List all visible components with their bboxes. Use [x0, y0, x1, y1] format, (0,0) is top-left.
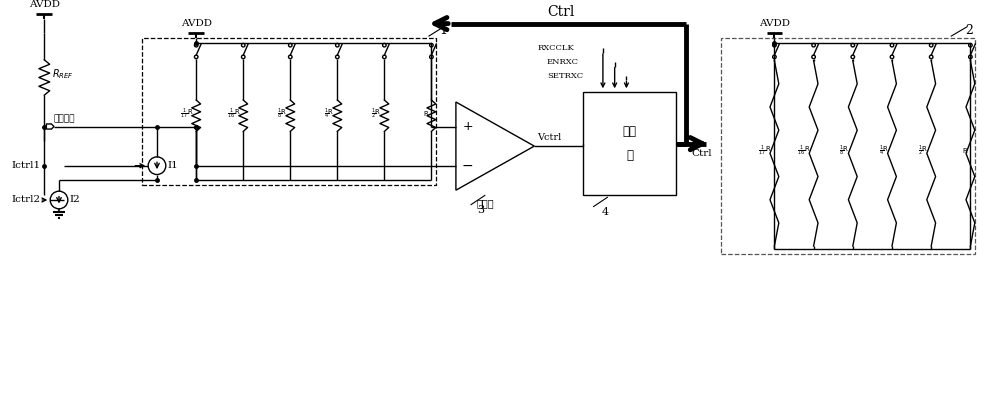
Bar — [583, 92, 676, 195]
Text: $\frac{1}{17}$R: $\frac{1}{17}$R — [758, 144, 771, 158]
Text: $\frac{1}{2}$R: $\frac{1}{2}$R — [918, 144, 928, 158]
Text: I1: I1 — [168, 161, 179, 170]
Text: $\frac{1}{4}$R: $\frac{1}{4}$R — [324, 107, 334, 121]
Text: 2: 2 — [966, 24, 973, 37]
Text: SETRXC: SETRXC — [548, 72, 584, 80]
Text: 状态: 状态 — [623, 125, 637, 138]
Text: AVDD: AVDD — [759, 20, 790, 28]
Text: 机: 机 — [626, 149, 633, 162]
Text: $\frac{1}{2}$R: $\frac{1}{2}$R — [371, 107, 381, 121]
Text: $\frac{1}{4}$R: $\frac{1}{4}$R — [879, 144, 889, 158]
Text: −: − — [462, 159, 473, 173]
Text: AVDD: AVDD — [29, 0, 60, 9]
Text: $\frac{1}{16}$R: $\frac{1}{16}$R — [797, 144, 811, 158]
Text: 封装引脚: 封装引脚 — [53, 114, 75, 123]
Text: $\frac{1}{17}$R: $\frac{1}{17}$R — [180, 107, 193, 121]
Text: $\frac{1}{8}$R: $\frac{1}{8}$R — [839, 144, 850, 158]
Text: Ictrl1: Ictrl1 — [12, 161, 41, 170]
Bar — [720, 38, 975, 254]
Text: Ctrl: Ctrl — [548, 5, 575, 19]
Text: ENRXC: ENRXC — [547, 58, 579, 66]
Text: 比较器: 比较器 — [476, 198, 494, 208]
Text: +: + — [462, 120, 473, 133]
Bar — [142, 38, 436, 185]
Text: R: R — [963, 148, 967, 154]
Text: 3: 3 — [477, 205, 484, 215]
Text: Ctrl: Ctrl — [691, 148, 712, 158]
Text: 4: 4 — [601, 207, 608, 217]
Text: Ictrl2: Ictrl2 — [12, 196, 41, 204]
Text: RXCCLK: RXCCLK — [537, 44, 574, 52]
Text: $R_{REF}$: $R_{REF}$ — [52, 68, 74, 82]
Text: I2: I2 — [70, 196, 81, 204]
Text: 1: 1 — [439, 24, 447, 37]
Text: Vctrl: Vctrl — [537, 133, 561, 142]
Text: $\frac{1}{8}$R: $\frac{1}{8}$R — [277, 107, 287, 121]
Text: $\frac{1}{16}$R: $\frac{1}{16}$R — [227, 107, 240, 121]
Text: AVDD: AVDD — [181, 20, 212, 28]
Text: R: R — [424, 111, 428, 117]
